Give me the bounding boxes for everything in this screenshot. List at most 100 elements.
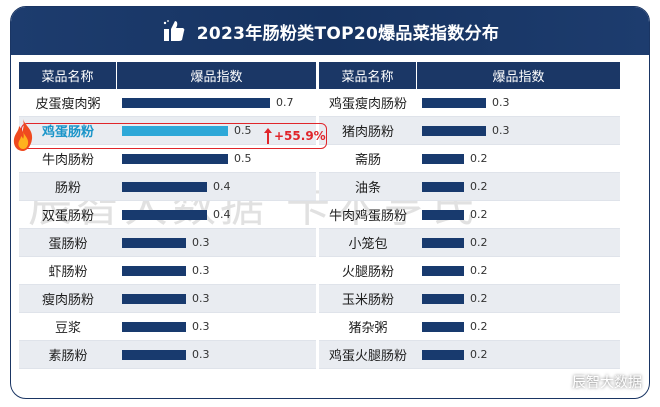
dish-name: 豆浆 (54, 321, 81, 336)
index-cell: 0.3 (117, 229, 316, 256)
index-value-label: 0.5 (234, 152, 252, 165)
dish-name: 肠粉 (54, 181, 81, 196)
header-dish-name: 菜品名称 (319, 62, 417, 89)
title-banner: 2023年肠粉类TOP20爆品菜指数分布 (11, 7, 649, 55)
index-bar (422, 294, 464, 304)
table-row: 斋肠 0.2 (319, 145, 620, 173)
index-bar (422, 210, 464, 220)
growth-indicator: +55.9% (264, 128, 326, 144)
table-row: 猪杂粥 0.2 (319, 313, 620, 341)
index-cell: 0.7 (117, 89, 316, 116)
index-value-label: 0.3 (492, 124, 510, 137)
index-value-label: 0.7 (276, 96, 294, 109)
index-value-label: 0.2 (470, 236, 488, 249)
index-bar (422, 126, 486, 136)
dish-name: 蛋肠粉 (48, 237, 88, 252)
index-cell: 0.2 (417, 313, 620, 340)
table-row: 虾肠粉 0.3 (19, 257, 316, 285)
header-index: 爆品指数 (190, 70, 243, 85)
table-row: 素肠粉 0.3 (19, 341, 316, 369)
fire-icon (13, 119, 33, 151)
index-value-label: 0.3 (192, 264, 210, 277)
index-cell: 0.2 (417, 257, 620, 284)
brand-logo-icon (552, 374, 568, 390)
index-cell: 0.2 (417, 229, 620, 256)
dish-name: 双蛋肠粉 (41, 209, 94, 224)
index-value-label: 0.2 (470, 264, 488, 277)
index-bar (422, 154, 464, 164)
left-table-header: 菜品名称 爆品指数 (19, 62, 316, 89)
index-bar (122, 238, 186, 248)
index-cell: 0.2 (417, 145, 620, 172)
index-bar (422, 98, 486, 108)
dish-name: 油条 (354, 181, 381, 196)
dish-name: 牛肉鸡蛋肠粉 (328, 209, 407, 224)
index-cell: 0.3 (117, 257, 316, 284)
index-value-label: 0.2 (470, 208, 488, 221)
table-row: 鸡蛋火腿肠粉 0.2 (319, 341, 620, 369)
arrow-up-icon (264, 128, 272, 144)
dish-name: 牛肉肠粉 (41, 153, 94, 168)
brand-mark: 辰智大数据 (552, 372, 642, 392)
index-value-label: 0.4 (213, 208, 231, 221)
index-cell: 0.5 (117, 145, 316, 172)
dish-name: 猪肉肠粉 (341, 125, 394, 140)
index-cell: 0.4 (117, 173, 316, 200)
index-bar (122, 182, 207, 192)
growth-rate: +55.9% (274, 129, 326, 143)
index-bar (422, 238, 464, 248)
index-value-label: 0.3 (192, 292, 210, 305)
table-row: 皮蛋瘦肉粥 0.7 (19, 89, 316, 117)
index-bar (122, 266, 186, 276)
dish-name: 鸡蛋火腿肠粉 (328, 349, 407, 364)
index-bar (422, 322, 464, 332)
index-cell: 0.3 (117, 285, 316, 312)
index-cell: 0.3 (417, 117, 620, 144)
index-value-label: 0.4 (213, 180, 231, 193)
table-row: 双蛋肠粉 0.4 (19, 201, 316, 229)
index-cell: 0.3 (117, 313, 316, 340)
index-value-label: 0.3 (192, 320, 210, 333)
index-value-label: 0.5 (234, 124, 252, 137)
dish-name: 玉米肠粉 (341, 293, 394, 308)
index-bar (122, 294, 186, 304)
index-cell: 0.3 (417, 89, 620, 116)
index-cell: 0.5 (117, 117, 316, 144)
table-row: 瘦肉肠粉 0.3 (19, 285, 316, 313)
index-value-label: 0.2 (470, 292, 488, 305)
index-value-label: 0.2 (470, 152, 488, 165)
right-table-header: 菜品名称 爆品指数 (319, 62, 620, 89)
index-cell: 0.4 (117, 201, 316, 228)
chart-title: 2023年肠粉类TOP20爆品菜指数分布 (196, 23, 500, 44)
index-cell: 0.2 (417, 201, 620, 228)
index-bar (122, 322, 186, 332)
index-bar (122, 126, 228, 136)
index-value-label: 0.2 (470, 348, 488, 361)
table-row: 猪肉肠粉 0.3 (319, 117, 620, 145)
header-dish-name: 菜品名称 (19, 62, 117, 89)
index-cell: 0.2 (417, 173, 620, 200)
left-table: 菜品名称 爆品指数 皮蛋瘦肉粥 0.7 鸡蛋肠粉 0.5 牛肉肠粉 0.5 肠粉 0.4 双蛋肠… (19, 62, 316, 369)
index-bar (422, 266, 464, 276)
dish-name: 皮蛋瘦肉粥 (35, 97, 101, 112)
dish-name: 斋肠 (354, 153, 381, 168)
dish-name: 瘦肉肠粉 (41, 293, 94, 308)
index-bar (122, 154, 228, 164)
right-table: 菜品名称 爆品指数 鸡蛋瘦肉肠粉 0.3 猪肉肠粉 0.3 斋肠 0.2 油条 0.2 牛肉鸡蛋… (319, 62, 620, 369)
table-row: 鸡蛋瘦肉肠粉 0.3 (319, 89, 620, 117)
dish-name: 素肠粉 (48, 349, 88, 364)
index-value-label: 0.2 (470, 320, 488, 333)
header-index: 爆品指数 (492, 70, 545, 85)
index-value-label: 0.3 (192, 236, 210, 249)
thumbs-up-icon (163, 20, 185, 41)
index-value-label: 0.2 (470, 180, 488, 193)
table-row: 牛肉肠粉 0.5 (19, 145, 316, 173)
brand-name: 辰智大数据 (572, 375, 642, 391)
table-row: 豆浆 0.3 (19, 313, 316, 341)
index-bar (122, 350, 186, 360)
index-bar (422, 350, 464, 360)
index-cell: 0.2 (417, 285, 620, 312)
dish-name: 鸡蛋肠粉 (41, 125, 94, 140)
table-row: 蛋肠粉 0.3 (19, 229, 316, 257)
index-cell: 0.2 (417, 341, 620, 368)
